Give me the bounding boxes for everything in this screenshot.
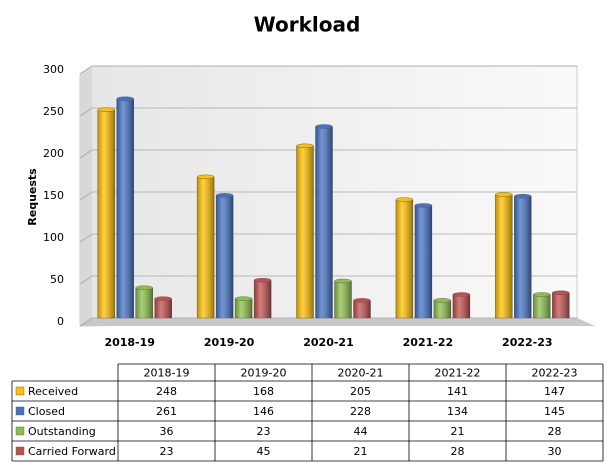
grid-line-side [79,233,93,243]
table-cell: 30 [548,445,562,458]
bar-shade [216,195,234,318]
bar-top [495,192,513,197]
legend-key [15,446,25,456]
legend-key [15,406,25,416]
bar-shade [296,145,314,318]
bar-shade [433,300,451,318]
table-cell: 146 [253,405,274,418]
floor [80,318,595,326]
bar-top [414,203,433,208]
grid-line-side [79,191,93,201]
bar-shade [97,109,115,319]
bar-shade [514,196,532,318]
bar-top [433,298,452,303]
bar-top [514,193,532,199]
table-cell: 141 [447,385,468,398]
table-cell: 23 [160,445,174,458]
bar-top [196,174,215,180]
table-cell: 248 [156,385,177,398]
y-axis-label: Requests [26,168,39,226]
bar-top [97,107,115,112]
bar-shade [452,294,470,318]
grid-line-side [79,317,93,327]
bar-shade [395,199,413,318]
table-cell: 228 [350,405,371,418]
table-header: 2021-22 [435,367,481,380]
bar-top [215,193,234,198]
bar-shade [495,194,513,318]
y-tick-label: 150 [43,189,64,202]
bar-top [334,278,352,284]
legend-label: Received [28,385,78,398]
y-tick-label: 50 [50,273,64,286]
legend-label: Closed [28,405,65,418]
bar-shade [197,176,215,318]
y-tick-label: 300 [43,63,64,76]
bar-shade [334,281,352,318]
bar-top [315,124,333,129]
x-tick-label: 2020-21 [303,336,354,349]
bar-top [533,292,551,297]
table-cell: 45 [257,445,271,458]
bar-shade [315,126,333,318]
x-tick-label: 2019-20 [204,336,255,349]
grid-line-side [79,107,93,117]
bar-top [135,285,153,290]
table-cell: 23 [257,425,271,438]
legend-key [15,386,25,396]
bar-shade [353,300,371,318]
grid-line-side [79,275,93,285]
bar-shade [254,280,272,318]
y-tick-label: 200 [43,147,64,160]
table-header: 2018-19 [144,367,190,380]
bar-top [552,290,570,295]
table-cell: 28 [548,425,562,438]
table-cell: 21 [451,425,465,438]
table-cell: 205 [350,385,371,398]
x-tick-label: 2018-19 [104,336,155,349]
bar-shade [533,294,551,318]
bar-shade [154,298,172,318]
bar-top [395,197,414,202]
grid-line-side [79,149,93,159]
legend-key [15,426,25,436]
table-cell: 147 [544,385,565,398]
table-cell: 145 [544,405,565,418]
bar-top [234,296,253,301]
y-tick-label: 250 [43,105,64,118]
table-header: 2019-20 [241,367,287,380]
table-cell: 261 [156,405,177,418]
bar-shade [414,205,432,318]
table-cell: 168 [253,385,274,398]
bar-shade [135,287,153,318]
x-tick-label: 2021-22 [403,336,454,349]
bar-top [116,96,134,101]
legend-label: Carried Forward [28,445,116,458]
y-tick-label: 0 [57,315,64,328]
bar-top [253,278,272,283]
table-header: 2022-23 [532,367,578,380]
table-cell: 28 [451,445,465,458]
grid-line-side [79,65,93,75]
table-cell: 44 [354,425,368,438]
bar-top [452,292,471,297]
bar-top [353,298,371,303]
table-cell: 134 [447,405,468,418]
table-cell: 36 [160,425,174,438]
legend-label: Outstanding [28,425,96,438]
bar-shade [235,298,253,318]
bar-shade [552,292,570,318]
x-tick-label: 2022-23 [502,336,553,349]
table-header: 2020-21 [338,367,384,380]
chart-title: Workload [254,13,361,37]
table-cell: 21 [354,445,368,458]
bar-top [154,296,172,301]
bar-shade [116,98,134,318]
y-tick-label: 100 [43,231,64,244]
bar-top [296,143,314,149]
